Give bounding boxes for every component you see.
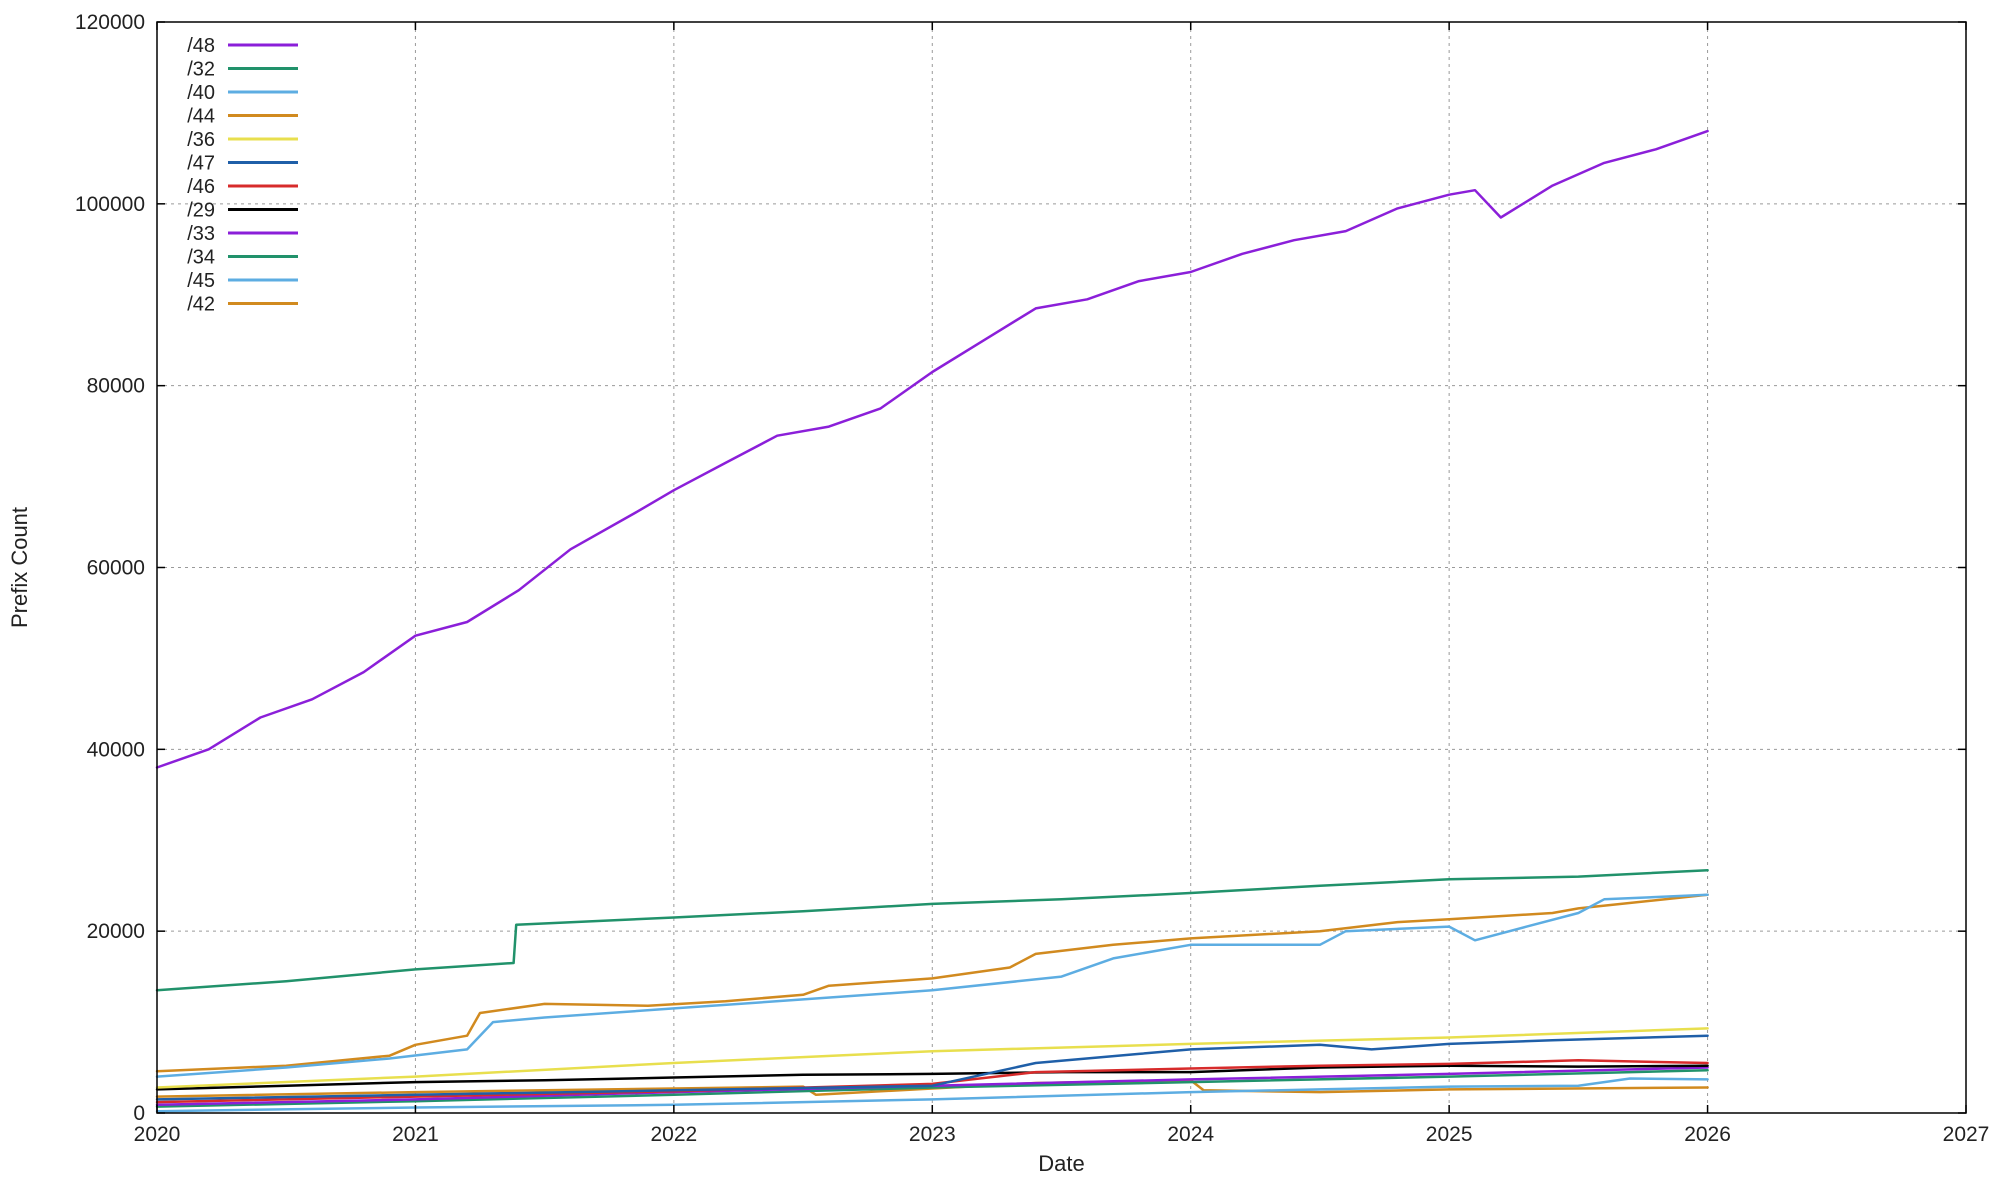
series-line-slash-36 [155,1027,1709,1089]
series-line-slash-47 [155,1034,1709,1101]
x-tick-label: 2026 [1684,1123,1731,1146]
legend-label: /45 [187,270,215,292]
series-line-slash-34 [155,1069,1709,1108]
legend-item: /33 [187,223,298,245]
series-line-slash-48 [155,129,1709,769]
legend-label: /36 [187,129,215,151]
legend-label: /33 [187,223,215,245]
legend-item: /32 [187,59,298,81]
legend-item: /47 [187,153,298,175]
x-tick-label: 2024 [1167,1123,1214,1146]
series-line-slash-46 [155,1059,1709,1104]
x-tick-label: 2027 [1943,1123,1990,1146]
legend-item: /46 [187,176,298,198]
series-line-slash-40 [155,893,1709,1078]
x-tick-label: 2023 [909,1123,956,1146]
legend-item: /34 [187,247,298,269]
y-axis-title: Prefix Count [7,507,32,628]
x-tick-label: 2020 [134,1123,181,1146]
legend-label: /42 [187,294,215,316]
x-axis-title: Date [1038,1151,1084,1176]
y-tick-label: 120000 [75,11,145,34]
legend-item: /36 [187,129,298,151]
legend-label: /44 [187,106,215,128]
legend-label: /46 [187,176,215,198]
legend-label: /47 [187,153,215,175]
series-line-slash-44 [155,893,1709,1073]
legend-item: /42 [187,294,298,316]
y-tick-label: 100000 [75,193,145,216]
legend: /48/32/40/44/36/47/46/29/33/34/45/42 [187,35,298,316]
x-tick-label: 2025 [1426,1123,1473,1146]
y-tick-label: 20000 [87,920,145,943]
grid-lines [157,22,1966,1113]
y-tick-label: 40000 [87,738,145,761]
legend-label: /40 [187,82,215,104]
series-lines [155,129,1709,1113]
legend-label: /34 [187,247,215,269]
series-line-slash-32 [155,869,1709,992]
legend-label: /29 [187,200,215,222]
axis-ticks: 2020 2021 2022 2023 2024 2025 2026 2027 0 20000 40… [75,11,1989,1146]
x-tick-label: 2021 [392,1123,439,1146]
x-tick-label: 2022 [650,1123,697,1146]
y-tick-label: 0 [133,1102,145,1125]
y-tick-label: 80000 [87,375,145,398]
y-tick-label: 60000 [87,557,145,580]
legend-label: /32 [187,59,215,81]
series-line-slash-45 [155,1077,1709,1113]
series-line-slash-29 [155,1064,1709,1091]
legend-item: /29 [187,200,298,222]
legend-item: /44 [187,106,298,128]
legend-item: /48 [187,35,298,57]
legend-item: /45 [187,270,298,292]
legend-label: /48 [187,35,215,57]
legend-item: /40 [187,82,298,104]
